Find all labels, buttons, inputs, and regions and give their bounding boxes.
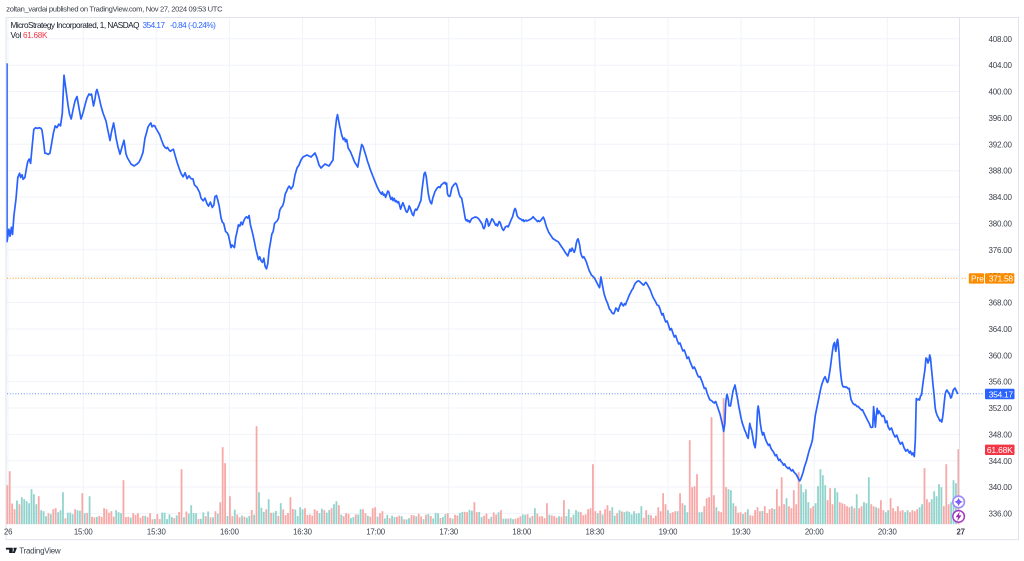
svg-text:384.00: 384.00 [989, 193, 1013, 202]
svg-text:340.00: 340.00 [989, 483, 1013, 492]
svg-text:15:00: 15:00 [74, 527, 94, 536]
svg-text:356.00: 356.00 [989, 378, 1013, 387]
svg-text:392.00: 392.00 [989, 140, 1013, 149]
svg-text:MicroStrategy Incorporated, 1,: MicroStrategy Incorporated, 1, NASDAQ 354… [11, 21, 217, 30]
svg-text:26: 26 [4, 527, 12, 536]
svg-text:16:00: 16:00 [220, 527, 240, 536]
svg-text:27: 27 [957, 527, 965, 536]
svg-text:zoltan_vardai published on Tra: zoltan_vardai published on TradingView.c… [6, 4, 223, 13]
svg-text:TradingView: TradingView [19, 546, 61, 555]
svg-text:400.00: 400.00 [989, 88, 1013, 97]
svg-text:19:30: 19:30 [732, 527, 752, 536]
svg-text:352.00: 352.00 [989, 404, 1013, 413]
svg-text:396.00: 396.00 [989, 114, 1013, 123]
svg-text:360.00: 360.00 [989, 351, 1013, 360]
svg-text:388.00: 388.00 [989, 167, 1013, 176]
svg-text:380.00: 380.00 [989, 219, 1013, 228]
svg-text:344.00: 344.00 [989, 457, 1013, 466]
svg-text:20:30: 20:30 [878, 527, 898, 536]
svg-text:368.00: 368.00 [989, 299, 1013, 308]
svg-text:348.00: 348.00 [989, 430, 1013, 439]
svg-text:408.00: 408.00 [989, 35, 1013, 44]
svg-text:19:00: 19:00 [659, 527, 679, 536]
svg-text:336.00: 336.00 [989, 510, 1013, 519]
svg-text:16:30: 16:30 [293, 527, 313, 536]
svg-text:404.00: 404.00 [989, 61, 1013, 70]
svg-text:17:00: 17:00 [366, 527, 386, 536]
svg-text:61.68K: 61.68K [987, 445, 1013, 455]
svg-text:Vol 61.68K: Vol 61.68K [11, 31, 48, 40]
svg-text:364.00: 364.00 [989, 325, 1013, 334]
svg-text:18:00: 18:00 [512, 527, 532, 536]
svg-text:376.00: 376.00 [989, 246, 1013, 255]
svg-text:17:30: 17:30 [439, 527, 459, 536]
svg-text:354.17: 354.17 [989, 389, 1014, 399]
svg-text:15:30: 15:30 [147, 527, 167, 536]
svg-text:371.58: 371.58 [989, 274, 1014, 284]
svg-text:18:30: 18:30 [586, 527, 606, 536]
svg-text:20:00: 20:00 [805, 527, 825, 536]
svg-text:Pre: Pre [971, 274, 984, 284]
